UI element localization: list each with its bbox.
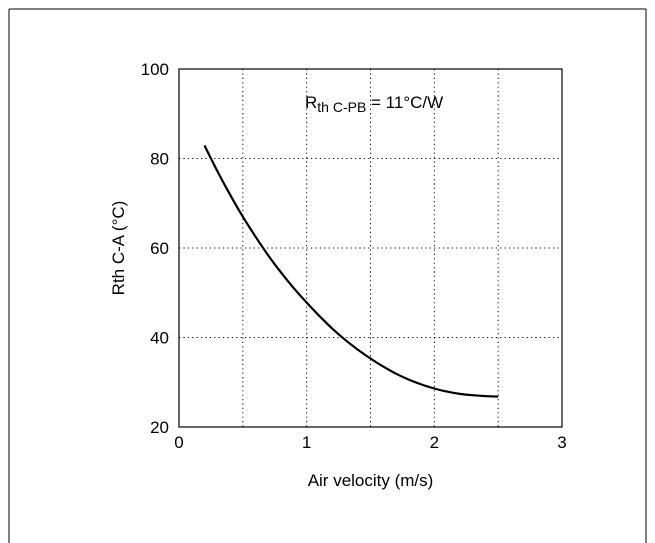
y-tick-label: 40	[150, 329, 169, 348]
annotation-rth-c-pb: Rth C-PB = 11°C/W	[305, 93, 443, 115]
x-tick-label: 2	[430, 433, 439, 452]
annotation-subscript: th C-PB	[317, 99, 366, 115]
tick-labels: 0 1 2 3 20 40 60 80 100	[141, 60, 567, 452]
x-tick-label: 1	[302, 433, 311, 452]
annotation-suffix: = 11°C/W	[366, 93, 443, 112]
annotation-prefix: R	[305, 93, 317, 112]
x-tick-label: 3	[557, 433, 566, 452]
y-tick-label: 60	[150, 239, 169, 258]
y-axis-title: Rth C-A (°C)	[109, 201, 128, 296]
series-layer	[203, 144, 499, 398]
y-tick-label: 80	[150, 150, 169, 169]
series-line	[203, 144, 499, 398]
y-tick-label: 20	[150, 418, 169, 437]
x-axis-title: Air velocity (m/s)	[308, 471, 434, 490]
plot-area-frame	[178, 68, 563, 428]
x-tick-label: 0	[174, 433, 183, 452]
grid-lines	[179, 69, 562, 427]
y-tick-label: 100	[141, 60, 169, 79]
